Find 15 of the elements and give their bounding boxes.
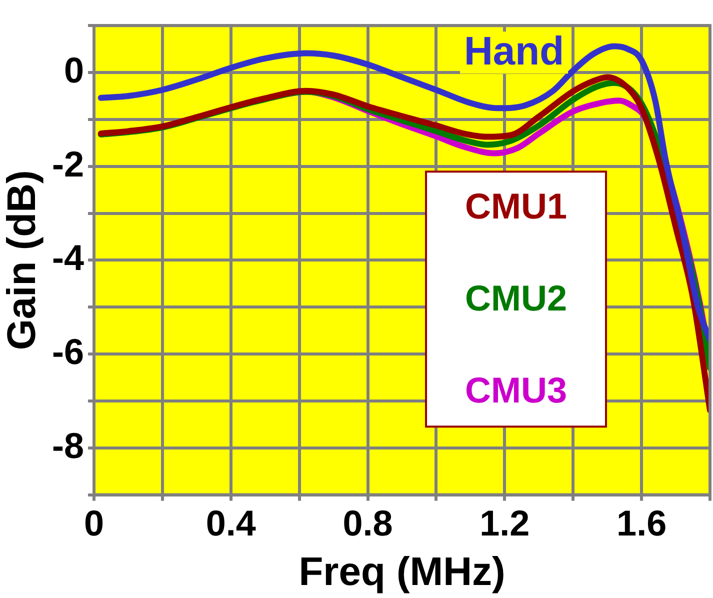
series-label: Hand [464,30,564,74]
y-tick-label: -2 [52,143,84,184]
y-axis-title: Gain (dB) [0,170,44,350]
series-label: CMU1 [465,186,568,227]
y-tick-label: -6 [52,330,84,372]
x-axis-title: Freq (MHz) [298,550,506,594]
y-tick-label: -4 [52,237,84,278]
x-tick-label: 1.6 [616,502,667,544]
x-tick-label: 1.2 [480,502,530,544]
x-tick-label: 0.4 [206,502,256,544]
y-tick-label: -8 [52,424,84,466]
text: CMU3 [465,370,568,411]
x-tick-label: 0.8 [342,502,393,544]
text: CMU2 [465,278,568,319]
y-tick-label: 0 [64,49,84,90]
